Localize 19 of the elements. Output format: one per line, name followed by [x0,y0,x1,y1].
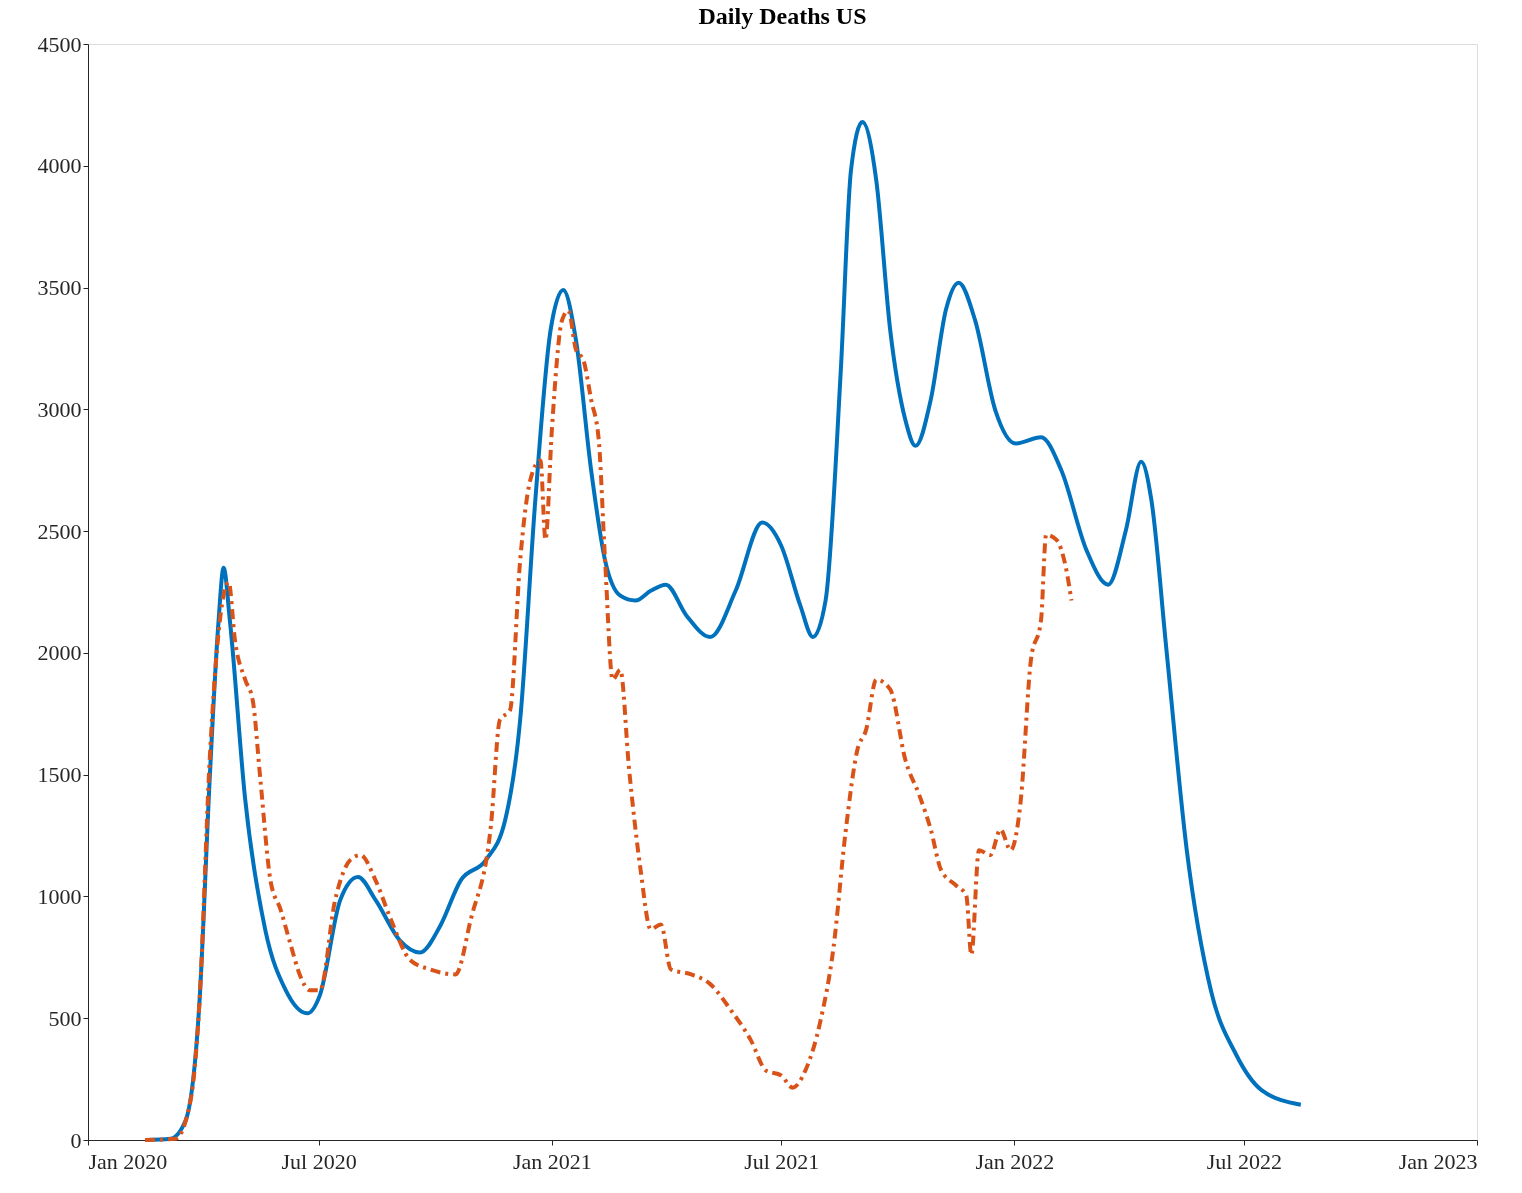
y-tick-label: 4500 [37,31,82,57]
y-tick-label: 500 [48,1005,82,1031]
y-tick-label: 1500 [37,762,82,788]
x-tick-label: Jul 2022 [1206,1148,1282,1174]
x-tick-label: Jan 2021 [512,1148,592,1174]
x-tick-label: Jan 2022 [975,1148,1055,1174]
y-tick-label: 2500 [37,518,82,544]
x-tick-label: Jul 2021 [744,1148,820,1174]
line-series [143,308,1074,1142]
x-tick-label: Jan 2023 [1398,1148,1478,1174]
x-tick-label: Jul 2020 [281,1148,357,1174]
y-tick-label: 2000 [37,640,82,666]
y-tick-label: 3500 [37,275,82,301]
y-tick-label: 4000 [37,153,82,179]
x-tick-label: Jan 2020 [88,1148,168,1174]
y-tick-label: 1000 [37,883,82,909]
y-tick-label: 3000 [37,396,82,422]
chart-title: Daily Deaths US [698,3,867,29]
y-tick-label: 0 [70,1127,82,1153]
